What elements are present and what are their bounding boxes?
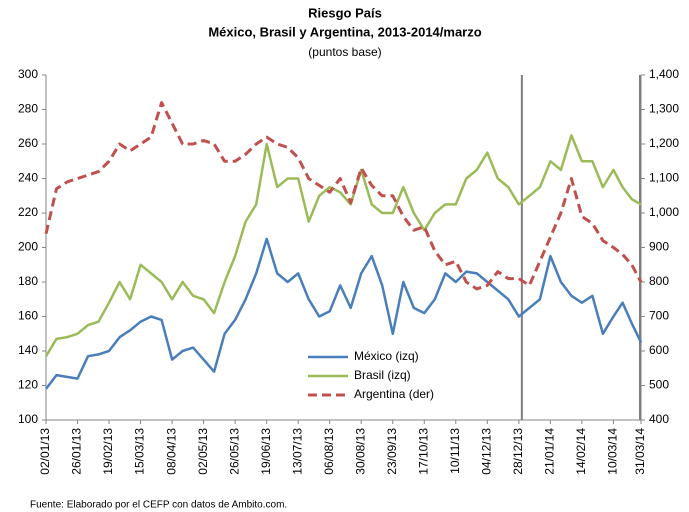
- x-tick-label: 19/06/13: [259, 428, 273, 475]
- y-tick-label: 300: [18, 67, 38, 81]
- y-tick-label: 160: [18, 309, 38, 323]
- x-tick-label: 30/08/13: [353, 428, 367, 475]
- series-line: [45, 237, 643, 390]
- y2-tick-label: 500: [649, 378, 669, 392]
- y2-tick-label: 900: [649, 240, 669, 254]
- legend-label: Brasil (izq): [354, 368, 411, 382]
- y2-tick-label: 1,000: [649, 205, 679, 219]
- x-tick-label: 06/08/13: [322, 428, 336, 475]
- x-tick-label: 02/05/13: [196, 428, 210, 475]
- x-tick-label: 13/07/13: [290, 428, 304, 475]
- source-note: Fuente: Elaborado por el CEFP con datos …: [30, 500, 287, 511]
- x-tick-label: 08/04/13: [164, 428, 178, 475]
- chart-title: Riesgo País: [308, 5, 382, 20]
- y-tick-label: 280: [18, 102, 38, 116]
- legend-label: México (izq): [354, 349, 419, 363]
- x-tick-label: 26/01/13: [70, 428, 84, 475]
- y-tick-label: 120: [18, 378, 38, 392]
- y-tick-label: 200: [18, 240, 38, 254]
- y2-tick-label: 1,200: [649, 136, 679, 150]
- x-tick-label: 04/12/13: [479, 428, 493, 475]
- x-tick-label: 14/02/14: [574, 428, 588, 475]
- y-tick-label: 260: [18, 136, 38, 150]
- y-tick-label: 140: [18, 343, 38, 357]
- y-tick-label: 240: [18, 171, 38, 185]
- y2-tick-label: 1,400: [649, 67, 679, 81]
- x-tick-label: 28/12/13: [511, 428, 525, 475]
- x-tick-label: 21/01/14: [543, 428, 557, 475]
- unit-label: (puntos base): [308, 45, 381, 59]
- chart-subtitle: México, Brasil y Argentina, 2013-2014/ma…: [208, 24, 481, 39]
- x-tick-label: 10/03/14: [606, 428, 620, 475]
- x-tick-label: 10/11/13: [448, 428, 462, 474]
- y2-tick-label: 1,100: [649, 171, 679, 185]
- y2-tick-label: 600: [649, 343, 669, 357]
- x-tick-label: 19/02/13: [101, 428, 115, 475]
- x-tick-label: 02/01/13: [38, 428, 52, 475]
- y2-tick-label: 400: [649, 412, 669, 426]
- series-line: [44, 134, 642, 357]
- y2-tick-label: 700: [649, 309, 669, 323]
- x-tick-label: 31/03/14: [633, 428, 647, 475]
- x-tick-label: 23/09/13: [385, 428, 399, 475]
- y-tick-label: 220: [18, 205, 38, 219]
- y-tick-label: 100: [18, 412, 38, 426]
- x-tick-label: 17/10/13: [416, 428, 430, 475]
- x-tick-label: 26/05/13: [227, 428, 241, 475]
- y2-tick-label: 1,300: [649, 102, 679, 116]
- y-tick-label: 180: [18, 274, 38, 288]
- x-tick-label: 15/03/13: [133, 428, 147, 475]
- y2-tick-label: 800: [649, 274, 669, 288]
- legend-label: Argentina (der): [354, 387, 434, 401]
- series-line: [44, 101, 643, 291]
